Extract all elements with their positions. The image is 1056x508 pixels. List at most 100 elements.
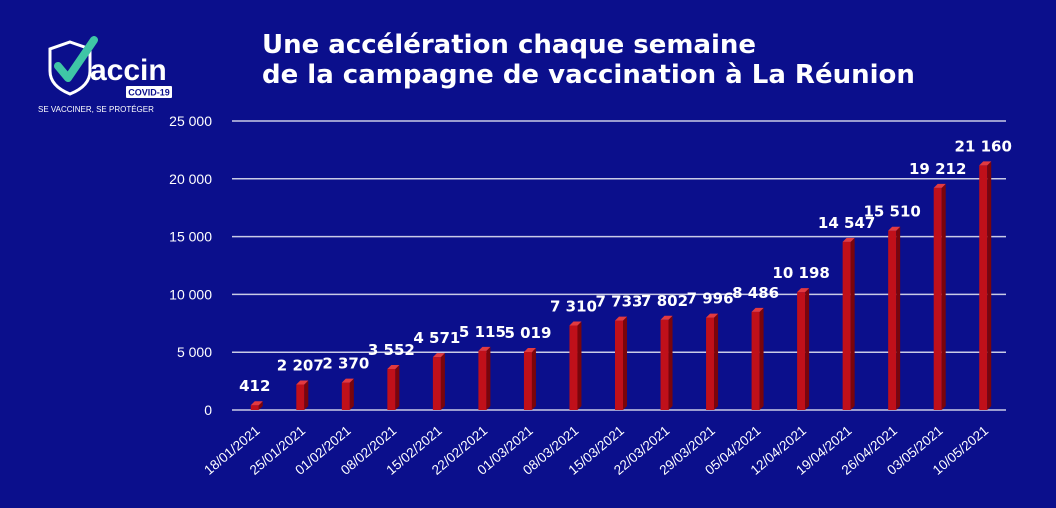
shield-check-icon (48, 36, 98, 96)
logo-tagline: SE VACCINER, SE PROTÉGER (38, 105, 154, 114)
bar-side (395, 364, 400, 410)
bar (615, 316, 627, 410)
bar-top (432, 353, 445, 358)
chart-title-line-2: de la campagne de vaccination à La Réuni… (262, 60, 915, 90)
bar (387, 364, 400, 410)
data-label: 4 571 (413, 329, 460, 347)
bar-face (569, 325, 578, 410)
data-label: 7 996 (687, 290, 734, 308)
bar-top (250, 401, 263, 406)
bar (341, 378, 354, 410)
bar-top (523, 347, 536, 352)
bar (979, 161, 992, 410)
y-tick-label: 0 (204, 402, 212, 418)
data-label: 15 510 (863, 203, 920, 221)
data-label: 21 160 (955, 137, 1012, 155)
y-tick-label: 25 000 (169, 113, 212, 129)
data-label: 412 (239, 377, 270, 395)
bar-top (933, 183, 946, 188)
bar-top (478, 346, 491, 351)
bar (888, 226, 901, 410)
bar (751, 307, 764, 410)
bar-top (615, 316, 627, 321)
logo-badge: COVID-19 (128, 88, 170, 98)
bar (296, 380, 309, 410)
bar-top (751, 307, 764, 312)
bar-side (987, 161, 992, 410)
bar-face (432, 357, 441, 410)
data-label: 2 207 (277, 356, 324, 374)
data-label: 2 370 (322, 355, 369, 373)
bar-top (706, 313, 719, 318)
bar-face (660, 319, 669, 410)
bar-top (979, 161, 992, 166)
bar (842, 237, 855, 410)
bar (933, 183, 946, 410)
bar-face (387, 368, 396, 410)
data-label: 7 733 (596, 293, 643, 311)
bar-side (304, 380, 309, 410)
data-label: 3 552 (368, 341, 415, 359)
bar-side (759, 307, 764, 410)
bar (432, 353, 445, 410)
bar (523, 347, 536, 410)
data-label: 8 486 (732, 284, 779, 302)
bar-top (660, 315, 673, 320)
bar (250, 401, 263, 410)
bar-face (933, 187, 942, 410)
y-tick-label: 10 000 (169, 286, 212, 302)
bar-face (250, 405, 259, 410)
data-label: 7 802 (641, 292, 688, 310)
bar-top (341, 378, 354, 383)
bar-top (296, 380, 309, 385)
bar-side (531, 347, 536, 410)
chart-title-line-1: Une accélération chaque semaine (262, 30, 757, 60)
data-label: 7 310 (550, 297, 597, 315)
chart-title: Une accélération chaque semaine de la ca… (262, 30, 915, 90)
bar-top (842, 237, 855, 242)
bar-face (523, 351, 532, 410)
vaccin-covid19-logo: accin COVID-19 SE VACCINER, SE PROTÉGER (38, 36, 172, 114)
bar (569, 321, 582, 410)
logo-brand: accin (90, 54, 167, 87)
data-label: 19 212 (909, 160, 966, 178)
bar-face (341, 382, 350, 410)
bar-side (577, 321, 582, 410)
bar-side (896, 226, 901, 410)
bar-side (714, 313, 719, 410)
bar-top (888, 226, 901, 231)
bar-face (296, 384, 305, 410)
bar-face (478, 350, 487, 410)
bar-top (797, 288, 810, 293)
bar (660, 315, 673, 410)
logo-badge-box (126, 86, 172, 98)
bar-top (387, 364, 400, 369)
bar-side (486, 346, 491, 410)
bar-side (349, 378, 354, 410)
data-label: 5 019 (504, 324, 551, 342)
data-label: 5 115 (459, 323, 506, 341)
bar-face (842, 241, 851, 410)
bar-side (850, 237, 855, 410)
bar-side (941, 183, 946, 410)
bar-side (440, 353, 445, 410)
bar-side (258, 401, 263, 410)
bar-side (668, 315, 673, 410)
bar-top (569, 321, 582, 326)
bar-face (797, 292, 806, 410)
bar (706, 313, 719, 410)
bar (797, 288, 810, 410)
bar-face (615, 320, 623, 410)
y-tick-label: 15 000 (169, 229, 212, 245)
y-tick-label: 5 000 (177, 344, 212, 360)
bar-side (805, 288, 810, 410)
bar-face (751, 311, 760, 410)
y-tick-label: 20 000 (169, 171, 212, 187)
bar-side (623, 316, 627, 410)
bar-face (888, 230, 897, 410)
bar-face (979, 165, 988, 410)
data-label: 10 198 (772, 264, 829, 282)
bar-face (706, 317, 715, 410)
data-label: 14 547 (818, 214, 875, 232)
